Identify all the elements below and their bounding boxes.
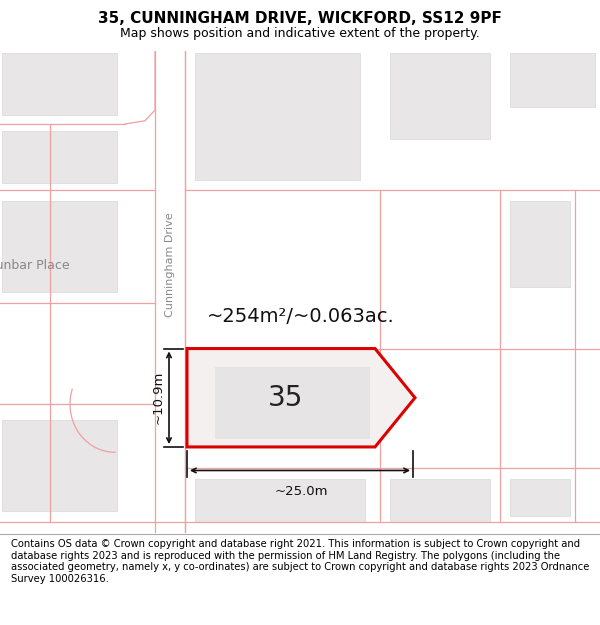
Bar bbox=[2, 131, 117, 182]
Text: 35: 35 bbox=[268, 384, 304, 412]
Bar bbox=[390, 479, 490, 522]
Text: 35, CUNNINGHAM DRIVE, WICKFORD, SS12 9PF: 35, CUNNINGHAM DRIVE, WICKFORD, SS12 9PF bbox=[98, 11, 502, 26]
Text: ~10.9m: ~10.9m bbox=[152, 371, 165, 424]
Bar bbox=[215, 367, 370, 439]
Bar bbox=[195, 53, 360, 179]
Text: Dunbar Place: Dunbar Place bbox=[0, 259, 70, 272]
Bar bbox=[510, 479, 570, 516]
Bar bbox=[390, 53, 490, 139]
Bar bbox=[195, 479, 365, 522]
Text: Cunningham Drive: Cunningham Drive bbox=[165, 213, 175, 318]
Polygon shape bbox=[187, 349, 415, 447]
Text: ~25.0m: ~25.0m bbox=[274, 486, 328, 499]
Bar bbox=[2, 201, 117, 292]
Bar bbox=[2, 53, 117, 116]
Bar bbox=[2, 420, 117, 511]
Text: Contains OS data © Crown copyright and database right 2021. This information is : Contains OS data © Crown copyright and d… bbox=[11, 539, 589, 584]
Bar bbox=[510, 53, 595, 107]
Bar bbox=[510, 201, 570, 286]
Text: Map shows position and indicative extent of the property.: Map shows position and indicative extent… bbox=[120, 27, 480, 40]
Text: ~254m²/~0.063ac.: ~254m²/~0.063ac. bbox=[207, 307, 395, 326]
